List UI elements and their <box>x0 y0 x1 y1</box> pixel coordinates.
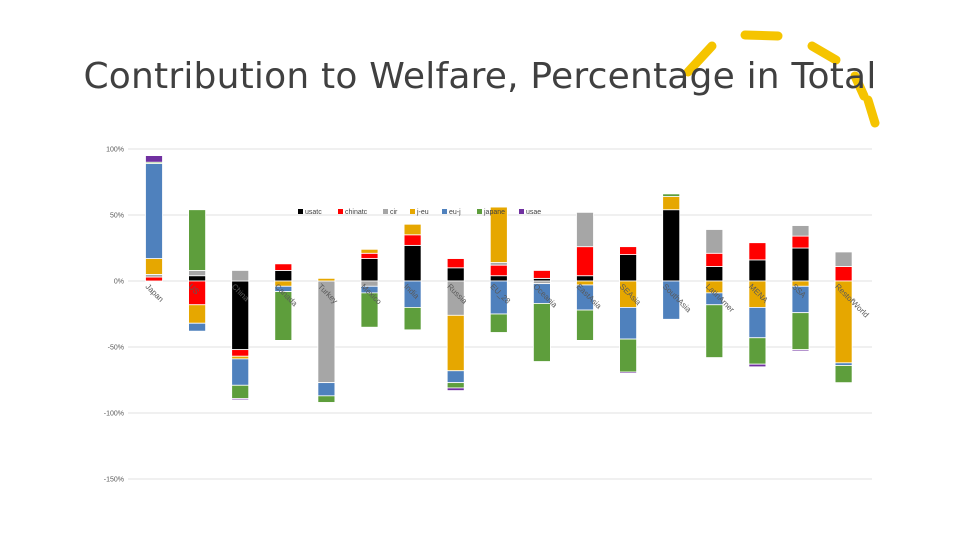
bar-segment-j-eu <box>146 259 163 275</box>
legend-swatch-cir <box>383 209 388 214</box>
legend-swatch-chinatc <box>338 209 343 214</box>
bars <box>146 156 853 403</box>
bar-segment-usatc <box>706 266 723 281</box>
bar-segment-chinatc <box>835 266 852 281</box>
bar-segment-chinatc <box>620 247 637 255</box>
bar-segment-eu-j <box>447 371 464 383</box>
bar-segment-eu-j <box>620 307 637 339</box>
bar-segment-chinatc <box>146 277 163 281</box>
bar-segment-chinatc <box>792 236 809 248</box>
bar-segment-cir <box>706 230 723 254</box>
bar-segment-eu-j <box>749 307 766 337</box>
bar-segment-usatc <box>490 276 507 281</box>
bar-segment-chinatc <box>577 247 594 276</box>
category-label: Japan <box>144 282 166 304</box>
legend-label: j-eu <box>416 209 429 216</box>
bar-segment-j-eu <box>663 197 680 210</box>
bar-segment-japane <box>447 383 464 388</box>
legend-swatch-j-eu <box>410 209 415 214</box>
bar-segment-japane <box>620 339 637 372</box>
legend-swatch-japane <box>477 209 482 214</box>
bar-segment-usatc <box>275 270 292 281</box>
bar-segment-japane <box>577 310 594 340</box>
bar-segment-chinatc <box>706 253 723 266</box>
legend-label: cir <box>390 209 398 216</box>
bar-segment-japane <box>533 303 550 361</box>
slide: Contribution to Welfare, Percentage in T… <box>0 0 960 540</box>
bar-segment-usatc <box>620 255 637 281</box>
bar-segment-j-eu <box>189 305 206 323</box>
bar-segment-j-eu <box>447 315 464 370</box>
bar-segment-eu-j <box>146 164 163 259</box>
bar-segment-japane <box>792 313 809 350</box>
bar-segment-usae <box>749 364 766 367</box>
bar-segment-j-eu <box>318 278 335 281</box>
bar-segment-japane <box>232 385 249 398</box>
bar-segment-chinatc <box>447 259 464 268</box>
bar-segment-japane <box>189 210 206 271</box>
y-tick-label: -150% <box>104 477 124 484</box>
bar-segment-usae <box>146 156 163 163</box>
legend-label: usae <box>526 209 541 216</box>
legend-label: japane <box>483 209 505 216</box>
bar-segment-usae <box>232 398 249 399</box>
bar-segment-j-eu <box>404 224 421 235</box>
bar-segment-chinatc <box>232 350 249 357</box>
y-tick-label: 100% <box>106 147 124 154</box>
bar-segment-chinatc <box>533 270 550 278</box>
legend-swatch-eu-j <box>442 209 447 214</box>
bar-segment-chinatc <box>404 235 421 246</box>
bar-segment-usatc <box>792 248 809 281</box>
bar-segment-usatc <box>404 245 421 281</box>
bar-segment-japane <box>318 396 335 403</box>
bar-segment-japane <box>835 365 852 382</box>
bar-segment-chinatc <box>749 243 766 260</box>
bar-segment-usatc <box>189 276 206 281</box>
bar-segment-usatc <box>577 276 594 281</box>
bar-segment-japane <box>706 305 723 358</box>
y-tick-label: -50% <box>108 345 124 352</box>
legend-swatch-usatc <box>298 209 303 214</box>
bar-segment-japane <box>490 314 507 332</box>
bar-segment-usae <box>447 388 464 391</box>
bar-segment-japane <box>404 307 421 329</box>
bar-segment-cir <box>232 270 249 281</box>
bar-segment-usatc <box>361 259 378 281</box>
bar-segment-eu-j <box>232 359 249 385</box>
y-tick-label: -100% <box>104 411 124 418</box>
legend-label: eu-j <box>449 209 461 216</box>
bar-segment-cir <box>792 226 809 237</box>
bar-segment-japane <box>749 338 766 364</box>
bar-segment-cir <box>835 252 852 267</box>
bar-segment-usatc <box>663 210 680 281</box>
stacked-bar-chart: 100%50%0%-50%-100%-150% Japan US China Cana… <box>0 0 960 540</box>
bar-segment-cir <box>577 212 594 246</box>
y-tick-label: 0% <box>114 279 124 286</box>
bar-segment-cir <box>189 270 206 275</box>
legend-label: usatc <box>305 209 322 216</box>
legend-label: chinatc <box>345 209 368 216</box>
bar-segment-chinatc <box>275 264 292 271</box>
bar-segment-usae <box>620 372 637 373</box>
bar-segment-japane <box>663 194 680 197</box>
y-tick-label: 50% <box>110 213 124 220</box>
legend-swatch-usae <box>519 209 524 214</box>
bar-segment-eu-j <box>189 323 206 331</box>
bar-segment-eu-j <box>318 383 335 396</box>
bar-segment-chinatc <box>361 253 378 258</box>
bar-segment-chinatc <box>490 265 507 276</box>
bar-segment-usatc <box>447 268 464 281</box>
bar-segment-j-eu <box>361 249 378 253</box>
bar-segment-usae <box>792 350 809 351</box>
bar-segment-usatc <box>749 260 766 281</box>
